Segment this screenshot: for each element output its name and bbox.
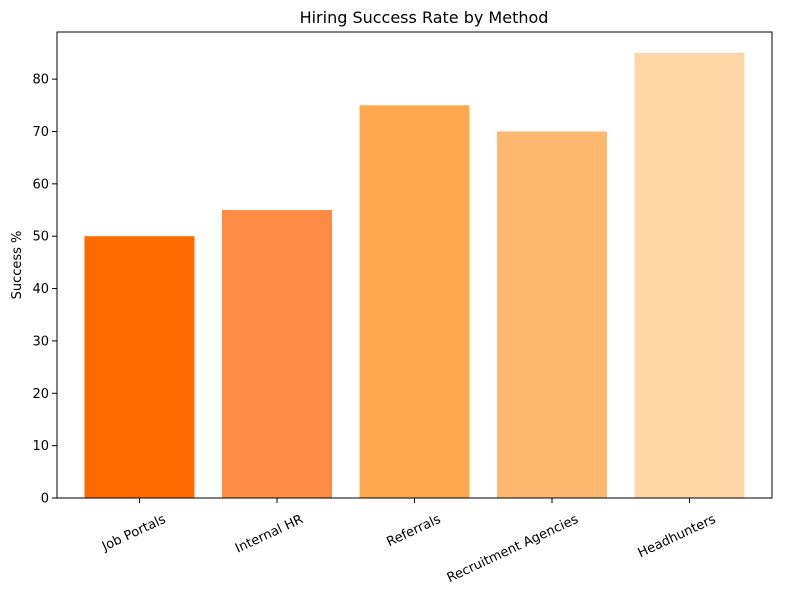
chart-title: Hiring Success Rate by Method	[300, 8, 549, 27]
x-tick-label: Job Portals	[99, 512, 168, 555]
y-tick-label: 70	[32, 125, 49, 140]
y-tick-label: 10	[32, 439, 49, 454]
bar-job-portals	[84, 236, 195, 498]
y-tick-label: 50	[32, 230, 49, 245]
x-tick-label: Internal HR	[233, 512, 306, 556]
bar-referrals	[359, 105, 470, 498]
y-tick-label: 80	[32, 73, 49, 88]
y-tick-label: 30	[32, 334, 49, 349]
bars-group	[84, 52, 745, 499]
bar-recruitment-agencies	[497, 131, 607, 498]
plot-frame	[56, 31, 773, 499]
y-axis-ticks: 0 10 20 30 40 50 60 70 80	[32, 73, 57, 507]
x-tick-label: Recruitment Agencies	[445, 512, 581, 586]
x-tick-label: Headhunters	[636, 512, 719, 561]
y-tick-label: 40	[32, 282, 49, 297]
y-tick-label: 20	[32, 387, 49, 402]
bar-headhunters	[634, 52, 745, 499]
y-tick-label: 60	[32, 177, 49, 192]
bar-internal-hr	[222, 210, 332, 499]
x-axis-ticks: Job Portals Internal HR Referrals Recruitme…	[99, 498, 718, 586]
y-tick-label: 0	[41, 492, 49, 507]
x-tick-label: Referrals	[384, 512, 443, 550]
y-axis-label: Success %	[10, 231, 25, 300]
